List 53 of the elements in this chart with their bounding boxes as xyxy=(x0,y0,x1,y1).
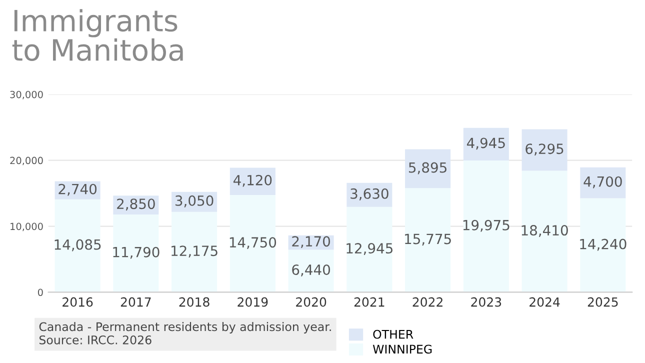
y-tick-label: 30,000 xyxy=(10,90,43,100)
legend-label: WINNIPEG xyxy=(372,344,432,354)
y-tick-label: 20,000 xyxy=(10,156,43,166)
data-label: 14,240 xyxy=(580,238,626,251)
x-tick-label: 2021 xyxy=(354,297,384,307)
y-tick-label: 10,000 xyxy=(10,222,43,232)
text: Canada - Permanent residents by admission year. Source: IRCC. 2026 xyxy=(39,322,331,344)
data-label: 4,120 xyxy=(233,174,272,187)
data-label: 14,750 xyxy=(230,237,276,250)
data-label: 2,740 xyxy=(58,184,97,196)
bar xyxy=(522,170,568,292)
x-tick-label: 2024 xyxy=(530,297,560,307)
bar xyxy=(230,168,276,195)
data-label: 15,775 xyxy=(405,234,451,246)
x-tick-label: 2025 xyxy=(588,297,618,307)
bar xyxy=(580,167,626,198)
data-label: 14,085 xyxy=(54,239,101,252)
x-tick-label: 2018 xyxy=(179,297,210,307)
bar xyxy=(463,128,509,160)
data-label: 18,410 xyxy=(522,225,568,237)
data-label: 11,790 xyxy=(113,246,160,259)
data-label: 19,975 xyxy=(463,220,510,232)
data-label: 2,170 xyxy=(292,236,330,248)
data-label: 4,945 xyxy=(466,138,505,150)
x-tick-label: 2022 xyxy=(412,297,442,307)
y-tick-label: 0 xyxy=(38,288,43,296)
bar xyxy=(346,206,392,292)
x-tick-label: 2023 xyxy=(471,297,502,307)
bar xyxy=(463,160,509,292)
data-label: 5,895 xyxy=(408,162,446,174)
data-label: 12,945 xyxy=(346,243,393,255)
x-tick-label: 2020 xyxy=(296,297,326,307)
bar xyxy=(405,188,451,292)
bar xyxy=(113,214,159,292)
bar xyxy=(522,129,568,171)
data-label: 3,630 xyxy=(350,188,388,200)
bar xyxy=(580,198,626,292)
chart-title: Immigrants to Manitoba xyxy=(12,9,183,61)
data-label: 3,050 xyxy=(175,195,214,208)
data-label: 12,175 xyxy=(172,246,218,258)
bar xyxy=(230,194,276,292)
data-label: 6,295 xyxy=(526,144,564,156)
bar xyxy=(54,199,100,292)
x-tick-label: 2017 xyxy=(120,297,151,307)
legend-label: OTHER xyxy=(373,330,414,339)
data-label: 4,700 xyxy=(584,176,622,188)
bar xyxy=(405,149,451,188)
data-label: 6,440 xyxy=(292,264,330,276)
bar xyxy=(288,250,334,292)
x-tick-label: 2019 xyxy=(238,297,268,307)
bar xyxy=(172,212,218,292)
x-tick-label: 2016 xyxy=(62,297,93,307)
data-label: 2,850 xyxy=(117,198,155,211)
